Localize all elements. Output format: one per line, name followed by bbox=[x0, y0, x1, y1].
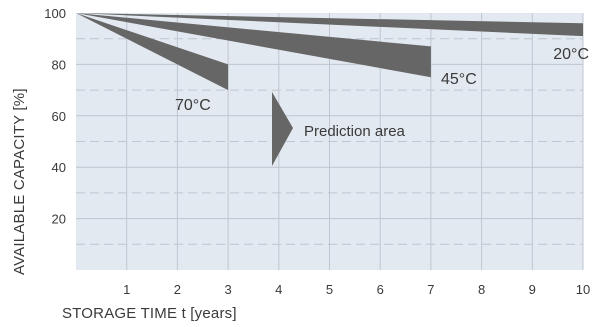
x-tick-label: 7 bbox=[427, 282, 434, 297]
y-tick-label: 80 bbox=[52, 57, 66, 72]
y-tick-label: 100 bbox=[44, 6, 66, 21]
band-label: 20°C bbox=[553, 46, 589, 63]
band-20c bbox=[76, 13, 583, 37]
x-tick-label: 4 bbox=[275, 282, 282, 297]
x-tick-label: 5 bbox=[326, 282, 333, 297]
x-tick-label: 2 bbox=[174, 282, 181, 297]
y-tick-label: 20 bbox=[52, 212, 66, 227]
x-tick-label: 9 bbox=[529, 282, 536, 297]
arrow-icon bbox=[272, 92, 293, 166]
grid-lines bbox=[76, 13, 584, 270]
x-tick-label: 8 bbox=[478, 282, 485, 297]
x-tick-labels: 1 2 3 4 5 6 7 8 9 10 bbox=[123, 282, 590, 297]
capacity-bands bbox=[76, 13, 583, 91]
prediction-annotation: Prediction area bbox=[272, 92, 406, 166]
y-axis-label: AVAILABLE CAPACITY [%] bbox=[11, 88, 28, 275]
x-tick-label: 10 bbox=[576, 282, 590, 297]
band-label: 70°C bbox=[175, 97, 211, 114]
y-tick-label: 40 bbox=[52, 160, 66, 175]
band-labels: 70°C 45°C 20°C bbox=[175, 46, 589, 114]
x-tick-label: 3 bbox=[224, 282, 231, 297]
x-tick-label: 1 bbox=[123, 282, 130, 297]
band-label: 45°C bbox=[441, 71, 477, 88]
band-45c bbox=[76, 13, 431, 78]
y-tick-labels: 20 40 60 80 100 bbox=[44, 6, 66, 227]
annotation-label: Prediction area bbox=[304, 123, 406, 140]
y-tick-label: 60 bbox=[52, 109, 66, 124]
x-axis-label: STORAGE TIME t [years] bbox=[62, 305, 237, 322]
x-tick-label: 6 bbox=[377, 282, 384, 297]
band-70c bbox=[76, 13, 229, 91]
